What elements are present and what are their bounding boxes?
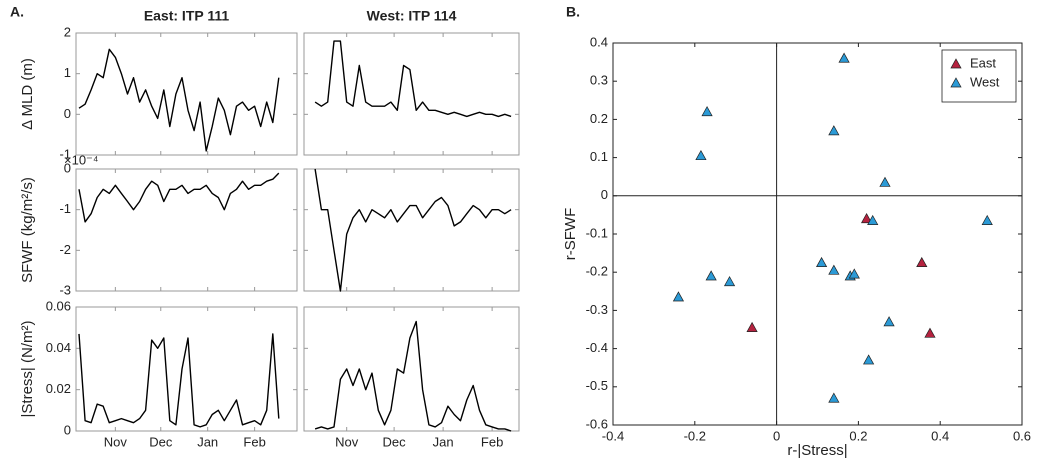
y-tick-label: 0.04 xyxy=(46,340,71,355)
x-tick-label: Jan xyxy=(433,434,454,449)
y-tick-label: 0.1 xyxy=(590,149,608,164)
x-tick-label: Feb xyxy=(481,434,503,449)
plot-area xyxy=(75,306,298,432)
scatter-point xyxy=(860,212,873,224)
panel-label: B. xyxy=(566,4,580,20)
x-tick-label: 0.2 xyxy=(849,428,867,443)
y-tick-label: -0.3 xyxy=(586,302,608,317)
data-line xyxy=(314,40,512,118)
y-tick-label: -0.4 xyxy=(586,340,608,355)
scatter-point xyxy=(867,214,879,225)
x-tick-label: 0 xyxy=(773,428,780,443)
y-tick-label: 0.2 xyxy=(590,111,608,126)
panel-label: A. xyxy=(10,4,24,20)
scatter-point xyxy=(672,291,685,302)
plot-area xyxy=(303,168,520,292)
scatter-point xyxy=(701,106,713,117)
x-tick-label: Nov xyxy=(104,434,128,449)
y-tick-label: 0.3 xyxy=(590,73,608,88)
y-tick-label: 0 xyxy=(64,160,71,175)
data-line xyxy=(314,320,512,432)
y-tick-label: -2 xyxy=(59,242,71,257)
x-tick-label: 0.4 xyxy=(931,428,949,443)
scatter-point xyxy=(705,270,717,281)
y-tick-label: 0 xyxy=(64,422,71,437)
data-line xyxy=(78,172,280,223)
scatter-point xyxy=(916,256,928,267)
scatter-point xyxy=(815,256,828,267)
plot-area xyxy=(303,32,520,156)
y-tick-label: -3 xyxy=(59,282,71,297)
x-tick-label: Dec xyxy=(149,434,173,449)
y-tick-label: -1 xyxy=(59,146,71,161)
data-line xyxy=(314,168,512,292)
scatter-point xyxy=(828,264,840,275)
legend: East West xyxy=(941,49,1017,103)
x-tick-label: -0.4 xyxy=(602,428,624,443)
scatter-point xyxy=(879,176,891,187)
plot-area xyxy=(75,168,298,292)
y-tick-label: -1 xyxy=(59,201,71,216)
scatter-point xyxy=(981,214,993,225)
y-tick-label: 0.06 xyxy=(46,298,71,313)
y-tick-label: 0 xyxy=(601,187,608,202)
scatter-point xyxy=(828,392,840,403)
legend-label: East xyxy=(970,55,996,70)
scatter-point xyxy=(863,354,875,365)
scatter-point xyxy=(838,52,850,63)
scatter-point xyxy=(883,316,895,327)
scatter-point xyxy=(924,327,936,338)
y-tick-label: 1 xyxy=(64,65,71,80)
y-tick-label: -0.1 xyxy=(586,225,608,240)
data-line xyxy=(78,333,280,428)
y-tick-label: 0.02 xyxy=(46,381,71,396)
x-tick-label: Nov xyxy=(335,434,359,449)
x-tick-label: Jan xyxy=(197,434,218,449)
x-tick-label: Feb xyxy=(243,434,265,449)
y-axis-label: Δ MLD (m) xyxy=(19,58,36,130)
data-line xyxy=(78,48,280,152)
scatter-point xyxy=(723,276,736,287)
x-tick-label: 0.6 xyxy=(1013,428,1031,443)
legend-marker xyxy=(950,77,962,88)
x-tick-label: Dec xyxy=(383,434,407,449)
y-axis-label: |Stress| (N/m²) xyxy=(19,321,36,418)
x-axis-label: r-|Stress| xyxy=(787,442,847,458)
y-axis-label: SFWF (kg/m²/s) xyxy=(19,177,36,283)
y-tick-label: 0.4 xyxy=(590,34,608,49)
y-tick-label: 2 xyxy=(64,24,71,39)
axis-multiplier: ×10⁻⁴ xyxy=(64,152,99,167)
plot-area xyxy=(303,306,520,432)
scatter-point xyxy=(848,268,860,279)
y-tick-label: -0.6 xyxy=(586,416,608,431)
y-tick-label: 0 xyxy=(64,106,71,121)
legend-label: West xyxy=(970,74,1000,89)
legend-box xyxy=(941,49,1017,103)
x-tick-label: -0.2 xyxy=(684,428,706,443)
y-axis-label: r-SFWF xyxy=(562,208,579,260)
scatter-point xyxy=(695,149,707,161)
y-tick-label: -0.5 xyxy=(586,378,608,393)
plot-area xyxy=(612,42,1023,426)
scatter-point xyxy=(828,125,840,136)
y-tick-label: -0.2 xyxy=(586,264,608,279)
legend-marker xyxy=(950,58,962,69)
scatter-point xyxy=(746,321,758,332)
panel-title: West: ITP 114 xyxy=(367,8,457,24)
panel-title: East: ITP 111 xyxy=(144,8,230,24)
